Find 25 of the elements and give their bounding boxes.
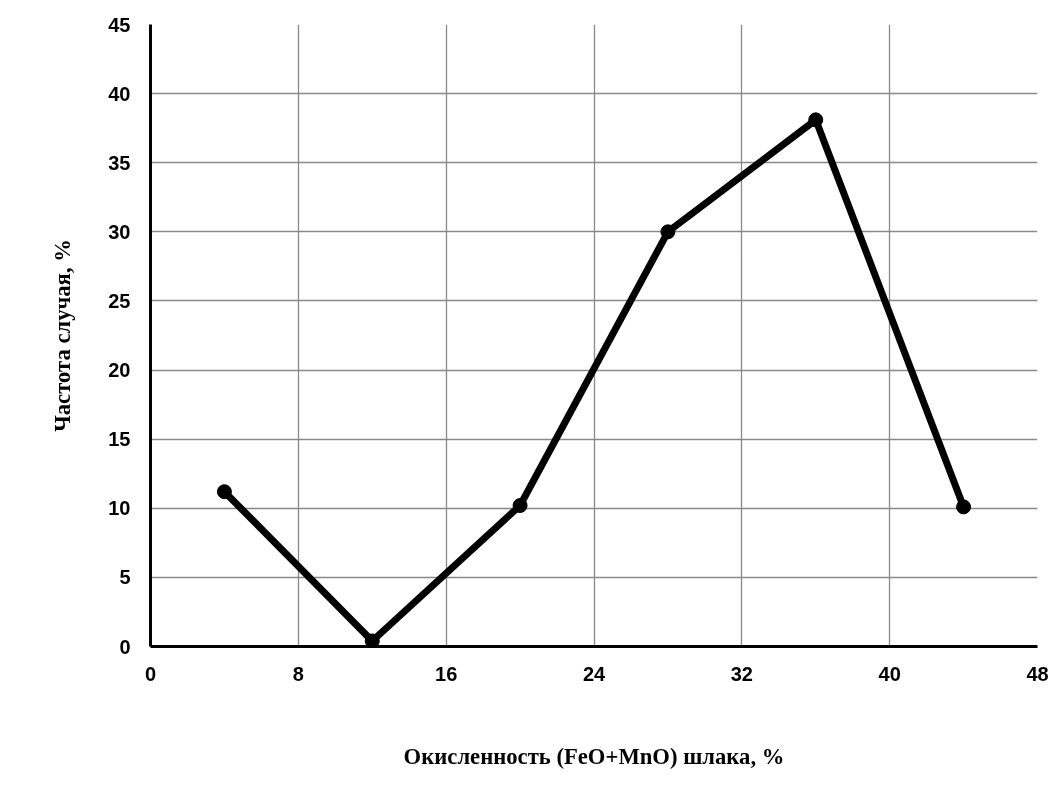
y-tick-label: 5 — [119, 566, 131, 589]
x-tick-label: 32 — [730, 662, 753, 685]
x-tick-label: 48 — [1026, 662, 1049, 685]
y-tick-label: 20 — [108, 359, 131, 382]
point — [660, 224, 676, 240]
y-tick-label: 10 — [108, 497, 131, 520]
x-tick-label: 16 — [435, 662, 458, 685]
x-tick-label: 8 — [292, 662, 304, 685]
y-tick-label: 40 — [108, 82, 131, 105]
x-tick-label: 40 — [878, 662, 901, 685]
x-axis-title: Окисленность (FeO+MnO) шлака, % — [403, 743, 785, 769]
y-tick-label: 45 — [108, 13, 131, 36]
x-tick-label: 0 — [144, 662, 157, 685]
x-tick-label: 24 — [582, 662, 606, 685]
y-tick-label: 30 — [108, 220, 131, 243]
point — [808, 112, 824, 128]
point — [216, 484, 232, 500]
y-tick-label: 35 — [108, 151, 131, 174]
y-tick-label: 15 — [108, 428, 131, 451]
y-axis-title: Частота случая, % — [50, 239, 76, 432]
point — [512, 498, 528, 513]
point — [956, 499, 972, 515]
y-tick-label: 25 — [108, 289, 131, 312]
point — [364, 633, 380, 647]
y-tick-label: 0 — [119, 635, 131, 658]
